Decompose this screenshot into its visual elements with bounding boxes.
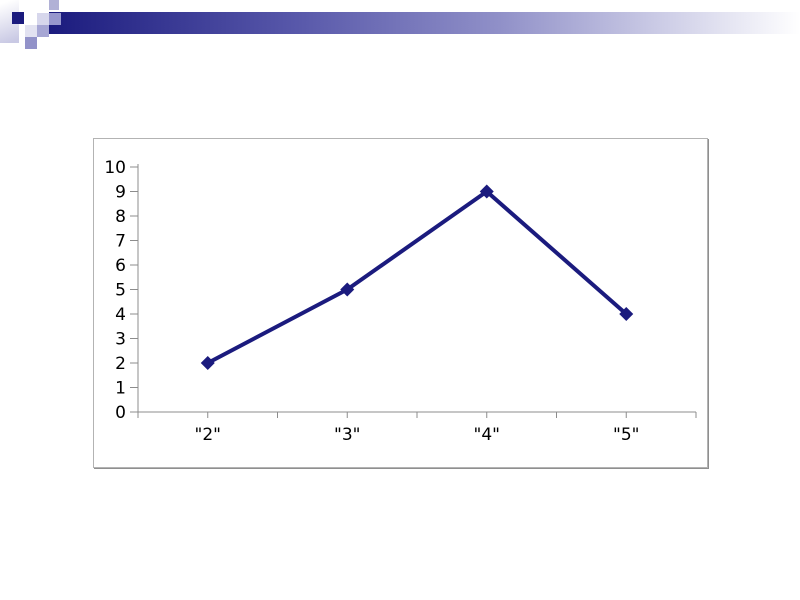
x-axis-tick-label: "3"	[334, 425, 360, 445]
data-series-line	[206, 189, 628, 365]
line-chart: 0 1 2 3 4 5 6 7 8 9 10 "2" "3" "4" "5"	[104, 158, 697, 445]
y-axis-tick-label: 9	[115, 183, 126, 203]
x-axis-tick-label: "2"	[195, 425, 221, 445]
x-axis-tick-label: "4"	[474, 425, 500, 445]
y-axis-tick-label: 2	[115, 354, 126, 374]
deco-square-d	[37, 25, 49, 37]
y-axis-tick-label: 10	[104, 158, 126, 178]
deco-title-bar	[49, 12, 800, 34]
data-point-marker	[200, 356, 215, 370]
data-point-marker	[479, 184, 494, 199]
data-point-marker	[340, 282, 355, 297]
header-decoration	[0, 0, 800, 60]
y-axis-tick-label: 5	[115, 281, 126, 301]
deco-square-top	[49, 0, 59, 10]
data-point-marker	[619, 307, 634, 321]
y-axis-tick-label: 8	[115, 207, 126, 227]
y-axis-tick-label: 0	[115, 403, 126, 423]
deco-left-gradient-strip	[0, 0, 19, 43]
y-axis-tick-label: 7	[115, 232, 126, 252]
y-axis-tick-label: 6	[115, 256, 126, 276]
y-axis-tick-label: 1	[115, 379, 126, 399]
x-axis-tick-label: "5"	[613, 425, 639, 445]
deco-square-navy	[12, 12, 24, 24]
deco-square-e	[25, 37, 37, 49]
y-axis-tick-label: 3	[115, 330, 126, 350]
y-axis-tick-label: 4	[115, 305, 126, 325]
deco-square-b	[49, 13, 61, 25]
deco-square-a	[37, 13, 49, 25]
deco-square-c	[25, 25, 37, 37]
chart-frame: 0 1 2 3 4 5 6 7 8 9 10 "2" "3" "4" "5"	[93, 138, 708, 468]
